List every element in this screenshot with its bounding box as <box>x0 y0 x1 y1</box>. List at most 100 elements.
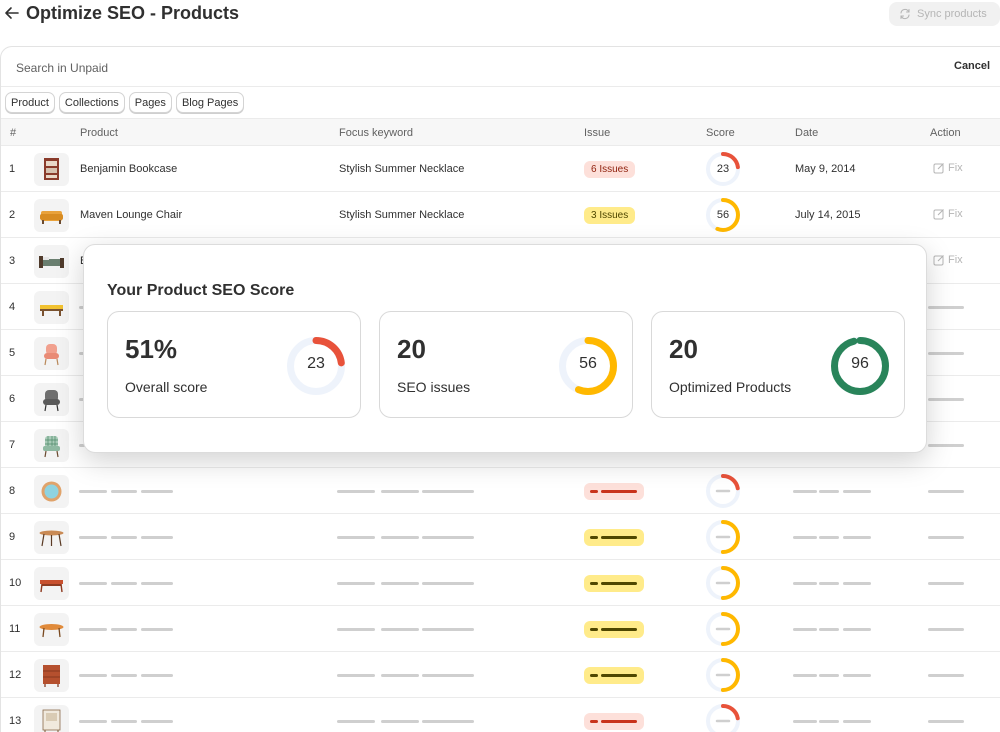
issue-badge: 3 Issues <box>584 207 636 224</box>
row-number: 6 <box>9 393 16 405</box>
product-image <box>40 580 63 593</box>
product-thumbnail <box>34 659 69 692</box>
page-header: Optimize SEO - Products Sync products <box>0 0 1000 30</box>
placeholder-bar <box>141 490 173 493</box>
column-issue[interactable]: Issue <box>584 127 611 139</box>
overall-score-value: 51% <box>125 334 178 364</box>
placeholder-bar <box>928 582 964 585</box>
placeholder-bar <box>422 720 474 723</box>
table-row[interactable]: 10 <box>1 560 1000 606</box>
placeholder-bar <box>422 674 474 677</box>
filter-collections[interactable]: Collections <box>58 92 125 113</box>
optimized-products-label: Optimized Products <box>669 379 792 395</box>
placeholder-bar <box>337 628 375 631</box>
row-number: 1 <box>9 163 16 175</box>
placeholder-bar <box>79 674 107 677</box>
focus-keyword: Stylish Summer Necklace <box>339 163 465 175</box>
placeholder-bar <box>793 536 817 539</box>
product-thumbnail <box>34 521 69 554</box>
placeholder-bar <box>111 582 137 585</box>
search-input[interactable]: Search in Unpaid <box>16 61 109 75</box>
row-number: 4 <box>9 301 16 313</box>
placeholder-bar <box>422 490 474 493</box>
column-date[interactable]: Date <box>795 127 819 139</box>
placeholder-bar <box>79 582 107 585</box>
placeholder-bar <box>141 582 173 585</box>
product-image <box>42 709 61 732</box>
ring-progress <box>706 612 740 646</box>
product-thumbnail <box>34 613 69 646</box>
issue-badge-placeholder <box>584 713 644 730</box>
table-row[interactable]: 13 <box>1 698 1000 732</box>
issue-badge-placeholder <box>584 575 644 592</box>
placeholder-bar <box>819 490 839 493</box>
issue-badge-placeholder <box>584 667 644 684</box>
table-header: # Product Focus keyword Issue Score Date… <box>1 118 1000 146</box>
table-row[interactable]: 12 <box>1 652 1000 698</box>
product-thumbnail <box>34 337 69 370</box>
filter-product[interactable]: Product <box>5 92 55 113</box>
score-ring <box>706 152 740 186</box>
column-focus-keyword[interactable]: Focus keyword <box>339 127 413 139</box>
table-row[interactable]: 11 <box>1 606 1000 652</box>
filter-pages[interactable]: Pages <box>128 92 172 113</box>
placeholder-bar <box>337 536 375 539</box>
placeholder-bar <box>928 490 964 493</box>
fix-button[interactable]: Fix <box>933 208 963 220</box>
placeholder-bar <box>141 628 173 631</box>
placeholder-bar <box>111 674 137 677</box>
product-image <box>41 481 62 502</box>
fix-label: Fix <box>948 208 963 220</box>
back-arrow-icon[interactable] <box>4 3 20 23</box>
product-name[interactable]: Benjamin Bookcase <box>80 163 178 175</box>
column-product[interactable]: Product <box>80 127 118 139</box>
edit-icon <box>933 209 944 220</box>
column-action: Action <box>930 127 961 139</box>
overall-score-ring-value: 23 <box>307 355 325 372</box>
sync-products-button[interactable]: Sync products <box>889 2 1000 26</box>
product-thumbnail <box>34 245 69 278</box>
score-value: 23 <box>716 163 730 175</box>
table-row[interactable]: 8 <box>1 468 1000 514</box>
product-image <box>43 390 60 412</box>
placeholder-bar <box>601 674 637 677</box>
product-image <box>39 256 64 268</box>
placeholder-bar <box>337 582 375 585</box>
table-row[interactable]: 2 Maven Lounge Chair Stylish Summer Neckla… <box>1 192 1000 238</box>
fix-label: Fix <box>948 162 963 174</box>
product-image <box>40 305 63 316</box>
fix-button[interactable]: Fix <box>933 162 963 174</box>
placeholder-bar <box>843 582 871 585</box>
fix-button[interactable]: Fix <box>933 254 963 266</box>
edit-icon <box>933 255 944 266</box>
placeholder-bar <box>141 536 173 539</box>
table-row[interactable]: 9 <box>1 514 1000 560</box>
placeholder-bar <box>381 720 419 723</box>
fix-label: Fix <box>948 254 963 266</box>
score-value: 56 <box>716 209 730 221</box>
row-number: 13 <box>9 715 22 727</box>
product-name[interactable]: Maven Lounge Chair <box>80 209 183 221</box>
placeholder-bar <box>381 628 419 631</box>
seo-issues-label: SEO issues <box>397 379 471 395</box>
placeholder-bar <box>819 674 839 677</box>
placeholder-bar <box>590 582 598 585</box>
table-row[interactable]: 1 Benjamin Bookcase Stylish Summer Necklac… <box>1 146 1000 192</box>
placeholder-bar <box>111 628 137 631</box>
placeholder-bar <box>381 674 419 677</box>
product-thumbnail <box>34 383 69 416</box>
sync-products-label: Sync products <box>917 8 987 20</box>
placeholder-bar <box>111 490 137 493</box>
placeholder-bar <box>793 628 817 631</box>
placeholder-bar <box>793 490 817 493</box>
filter-blog-pages[interactable]: Blog Pages <box>175 92 245 113</box>
overall-score-label: Overall score <box>125 379 208 395</box>
column-score[interactable]: Score <box>706 127 735 139</box>
optimized-products-ring <box>831 337 889 395</box>
row-number: 2 <box>9 209 16 221</box>
product-image <box>43 665 60 687</box>
score-ring <box>706 566 740 600</box>
ring-progress <box>706 658 740 692</box>
cancel-button[interactable]: Cancel <box>954 60 991 72</box>
placeholder-bar <box>793 582 817 585</box>
